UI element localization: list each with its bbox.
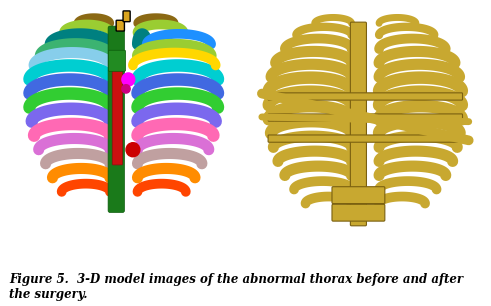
FancyBboxPatch shape	[332, 187, 385, 203]
Circle shape	[122, 73, 135, 86]
FancyBboxPatch shape	[332, 204, 385, 221]
Circle shape	[126, 143, 140, 157]
FancyBboxPatch shape	[268, 135, 463, 142]
FancyBboxPatch shape	[123, 11, 130, 22]
Text: Figure 5.  3-D model images of the abnormal thorax before and after
the surgery.: Figure 5. 3-D model images of the abnorm…	[9, 273, 463, 301]
FancyBboxPatch shape	[268, 93, 463, 100]
FancyBboxPatch shape	[116, 20, 124, 31]
FancyBboxPatch shape	[109, 50, 126, 71]
Circle shape	[122, 85, 130, 93]
FancyBboxPatch shape	[351, 22, 366, 226]
FancyBboxPatch shape	[268, 114, 463, 121]
FancyBboxPatch shape	[108, 26, 124, 212]
FancyBboxPatch shape	[112, 64, 123, 165]
